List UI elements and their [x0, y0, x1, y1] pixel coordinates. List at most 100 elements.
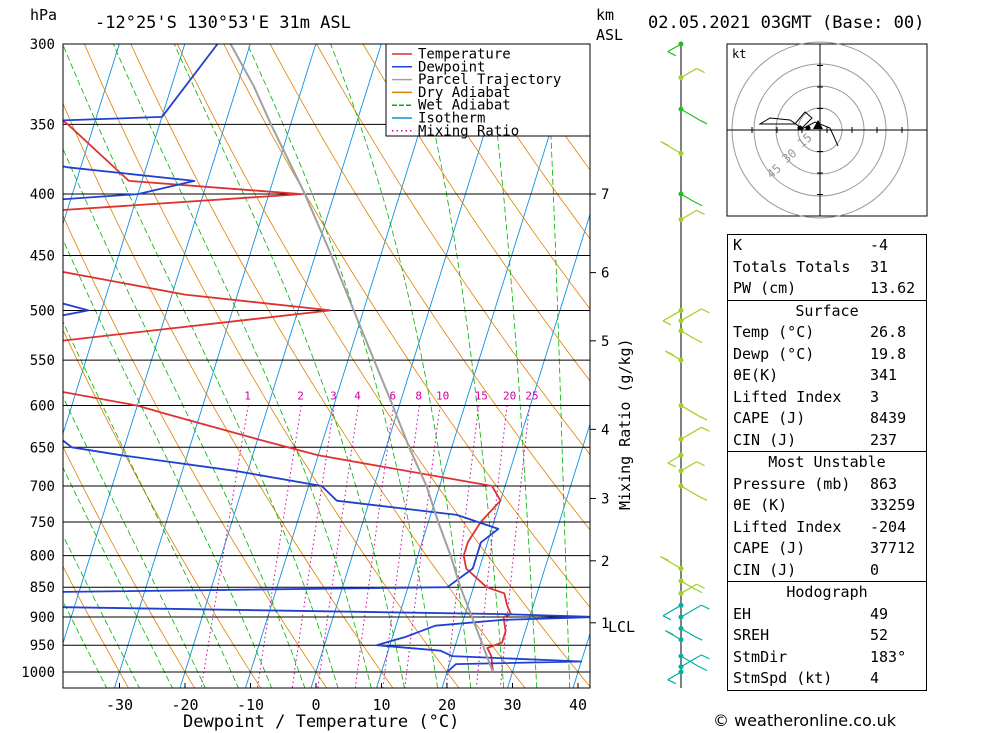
index-row: CAPE (J) 8439: [728, 408, 926, 430]
pressure-tick-label: 500: [30, 303, 55, 319]
x-tick-label: 0: [311, 696, 320, 714]
wind-barb-flag: [696, 209, 705, 215]
index-row: Pressure (mb) 863: [728, 474, 926, 496]
legend-entry: Mixing Ratio: [418, 123, 519, 139]
temperature-series: [63, 119, 512, 673]
index-value: 37712: [870, 539, 916, 557]
isotherm-line: [376, 44, 579, 688]
index-row: StmDir 183°: [728, 647, 926, 669]
mixing-ratio-label: 6: [390, 390, 397, 403]
pressure-tick-label: 550: [30, 353, 55, 369]
wind-barb-flag: [660, 556, 669, 562]
wind-barb: [680, 604, 702, 618]
dry-adiabat-line: [130, 44, 526, 688]
index-label: Lifted Index: [733, 387, 842, 406]
index-value: 49: [870, 604, 889, 623]
wind-barb-flag: [698, 666, 708, 672]
pressure-tick-label: 350: [30, 117, 55, 133]
dry-adiabat-line: [223, 44, 590, 608]
km-tick-label: 5: [601, 334, 609, 350]
wind-barb: [680, 330, 695, 340]
dry-adiabat-line: [63, 445, 196, 688]
surface-title: Surface: [795, 301, 859, 320]
x-tick-label: 40: [569, 696, 587, 714]
index-value: 4: [870, 669, 880, 687]
mixing-ratio-line: [445, 405, 480, 688]
copyright-link[interactable]: © weatheronline.co.uk: [713, 711, 896, 730]
mixing-ratio-line: [382, 405, 420, 688]
index-label: PW (cm): [733, 279, 797, 297]
hodograph-title: Hodograph: [786, 583, 868, 601]
pressure-tick-label: 950: [30, 638, 55, 654]
wet-adiabat-line: [63, 44, 339, 688]
mixing-ratio-line: [354, 405, 394, 688]
dry-adiabat-line: [455, 44, 590, 240]
wind-barb-flag: [660, 140, 669, 147]
index-label: CAPE (J): [733, 539, 806, 557]
wet-adiabat-line: [173, 44, 405, 688]
wind-profile: [660, 41, 710, 688]
parcel-trajectory-series: [229, 44, 494, 673]
index-label: EH: [733, 604, 752, 623]
legend-entry: Temperature: [418, 47, 511, 63]
wet-adiabat-line: [485, 44, 538, 688]
km-tick-label: 4: [601, 422, 609, 438]
wind-barb: [680, 426, 702, 440]
index-value: 863: [870, 474, 898, 493]
x-tick-label: 30: [503, 696, 521, 714]
wet-adiabat-line: [63, 238, 272, 688]
isotherm-line: [63, 44, 186, 436]
basic-indices: K -4 Totals Totals 31 PW (cm) 13.62: [727, 234, 927, 301]
pressure-tick-label: 750: [30, 515, 55, 531]
index-value: 0: [870, 560, 880, 579]
dry-adiabat-line: [84, 44, 460, 688]
hodograph-point: [805, 125, 811, 131]
wind-barb: [680, 209, 697, 221]
wind-barb-flag: [698, 495, 708, 501]
index-row-k: K -4: [728, 235, 926, 257]
dry-adiabat-line: [409, 44, 590, 310]
storm-motion-marker: [813, 120, 823, 129]
dry-adiabat-line: [63, 329, 262, 688]
hodograph-unit: kt: [732, 47, 746, 61]
wet-adiabat-line: [413, 44, 505, 688]
index-row: CAPE (J) 37712: [728, 538, 926, 560]
index-label: Pressure (mb): [733, 474, 851, 493]
index-value: 13.62: [870, 279, 916, 297]
isotherm-line: [114, 44, 317, 688]
pressure-tick-label: 900: [30, 610, 55, 626]
pressure-tick-label: 1000: [21, 665, 55, 681]
wind-barb: [680, 405, 700, 417]
mixing-ratio-label: 1: [244, 390, 251, 403]
wind-barb-flag: [665, 350, 674, 356]
index-value: 33259: [870, 496, 916, 514]
index-row-totals: Totals Totals 31: [728, 257, 926, 279]
index-value: 31: [870, 257, 889, 276]
index-label: SREH: [733, 626, 770, 644]
index-label: θE (K): [733, 496, 788, 514]
isotherm-line: [63, 44, 251, 645]
wind-barb-flag: [693, 201, 703, 207]
mixing-ratio-line: [291, 405, 335, 688]
isotherm-line: [507, 422, 590, 688]
wind-barb-flag: [696, 583, 705, 589]
pressure-tick-label: 800: [30, 549, 55, 565]
index-value: 3: [870, 387, 880, 406]
wet-adiabat-line: [546, 44, 571, 688]
index-label: θE(K): [733, 366, 779, 384]
legend-entry: Isotherm: [418, 111, 485, 127]
wet-adiabat-line: [246, 44, 439, 688]
isotherm-line: [441, 212, 590, 688]
most-unstable-section: Most Unstable Pressure (mb) 863 θE (K) 332…: [727, 452, 927, 582]
wind-barb-flag: [665, 630, 674, 636]
legend-entry: Dry Adiabat: [418, 85, 511, 101]
index-value: 52: [870, 626, 889, 644]
index-label: Totals Totals: [733, 257, 851, 276]
most-unstable-title: Most Unstable: [768, 453, 886, 471]
km-label: km: [596, 6, 614, 24]
legend-entry: Wet Adiabat: [418, 98, 511, 114]
index-label: Dewp (°C): [733, 344, 815, 363]
index-label: StmSpd (kt): [733, 669, 833, 687]
